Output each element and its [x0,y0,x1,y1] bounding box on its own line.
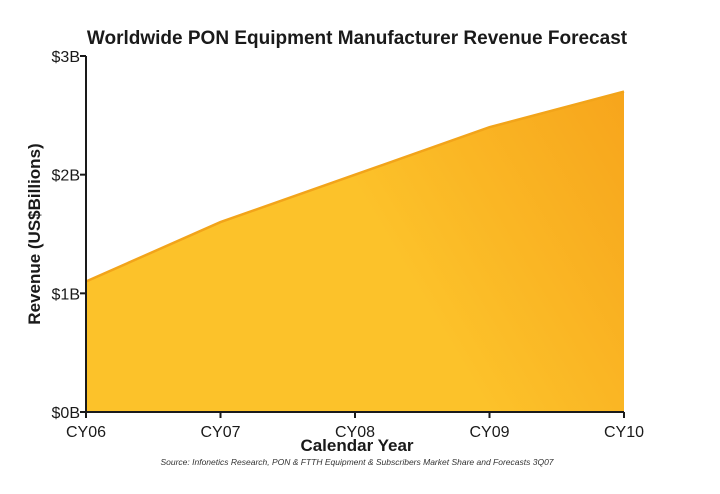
source-note: Source: Infonetics Research, PON & FTTH … [160,457,553,467]
area-series-fill [86,91,624,412]
x-tick-label: CY08 [335,424,375,441]
x-tick-label: CY10 [604,424,644,441]
chart-title: Worldwide PON Equipment Manufacturer Rev… [87,28,628,49]
x-tick-label: CY09 [469,424,509,441]
x-tick-label: CY07 [200,424,240,441]
x-tick-label: CY06 [66,424,106,441]
y-axis-label: Revenue (US$Billions) [25,143,44,324]
area-series-layer [85,90,625,412]
x-axis-label: Calendar Year [300,436,413,455]
y-tick-label: $2B [52,168,80,185]
area-series-line [85,90,625,283]
y-tick-label: $1B [52,286,80,303]
x-axis-ticks: CY06 CY07 CY08 CY09 CY10 [66,412,644,441]
y-axis-ticks: $0B $1B $2B $3B [52,49,86,422]
y-tick-label: $0B [52,405,80,422]
y-tick-label: $3B [52,49,80,66]
